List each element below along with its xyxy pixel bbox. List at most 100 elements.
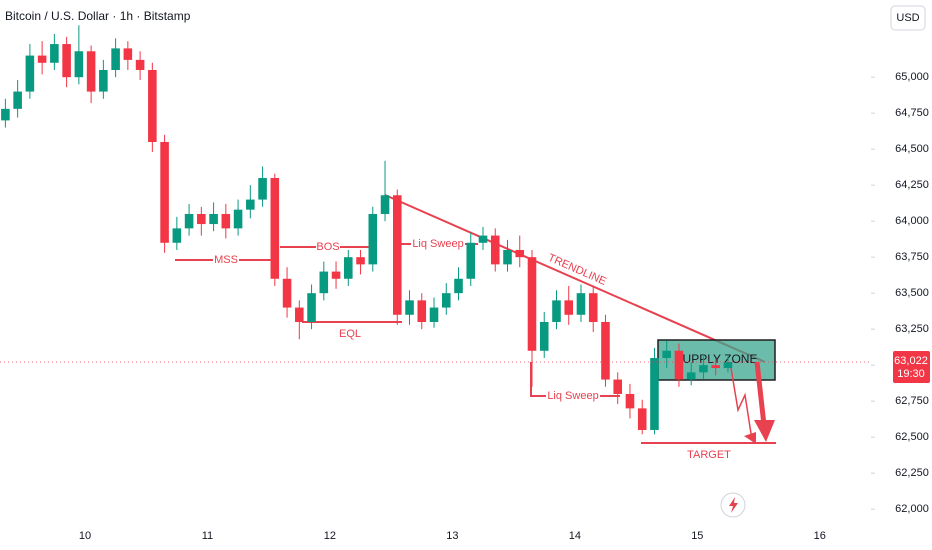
candle-body [417, 300, 427, 322]
arrow-head [754, 420, 775, 442]
candle-body [380, 195, 390, 214]
candle-body [674, 350, 684, 380]
candle-body [441, 293, 451, 308]
candle-body [490, 235, 500, 265]
candle-body [148, 69, 157, 142]
candle-body [588, 293, 598, 322]
chart-title: Bitcoin / U.S. Dollar · 1h · Bitstamp [5, 9, 191, 23]
candle-body [221, 213, 231, 229]
eql-label: EQL [339, 328, 361, 340]
liq-sweep-label: Liq Sweep [547, 390, 598, 402]
candle-body [564, 300, 574, 315]
x-tick-label: 10 [79, 530, 91, 542]
candle-body [135, 59, 145, 70]
candle-body [662, 350, 671, 358]
candle-body [454, 278, 463, 294]
candle-body [429, 307, 439, 322]
candle-body [50, 44, 59, 63]
arrow-head [744, 432, 756, 444]
y-tick-label: 63,250 [895, 323, 929, 335]
candle-body [601, 321, 610, 380]
candle-body [478, 235, 488, 243]
candle-body [711, 365, 720, 369]
x-tick-label: 16 [814, 530, 826, 542]
candle-body [160, 141, 169, 243]
y-tick-label: 64,750 [895, 107, 929, 119]
mss-label: MSS [214, 254, 238, 266]
candle-body [172, 228, 182, 243]
label-bg [546, 389, 600, 403]
candle-body [25, 55, 35, 92]
candle-body [539, 321, 549, 351]
candle-body [99, 69, 108, 92]
y-tick-label: 62,250 [895, 467, 929, 479]
candle-body [515, 249, 525, 258]
last-price-box [893, 350, 930, 383]
x-tick-label: 15 [691, 530, 703, 542]
target-label: TARGET [687, 449, 731, 461]
candle-body [527, 257, 537, 351]
candle-body [650, 357, 659, 430]
x-tick-label: 13 [446, 530, 458, 542]
candle-body [368, 213, 378, 265]
y-tick-label: 62,000 [895, 503, 929, 515]
candle-body [699, 365, 708, 373]
candle-body [1, 108, 10, 121]
candle-body [392, 195, 402, 315]
candle-body [723, 361, 733, 369]
y-tick-label: 64,000 [895, 215, 929, 227]
candle-body [184, 213, 194, 229]
candle-body [356, 257, 365, 265]
y-tick-label: 62,500 [895, 431, 929, 443]
candle-body [405, 300, 414, 315]
candle-body [613, 379, 623, 394]
candle-body [307, 293, 316, 322]
candle-body [37, 55, 47, 63]
candle-body [246, 199, 255, 210]
candle-body [123, 48, 133, 60]
big-arrow [754, 361, 767, 426]
candle-body [552, 300, 561, 322]
candle-body [344, 257, 353, 279]
liq-sweep-label: Liq Sweep [412, 238, 463, 250]
trendline [384, 194, 766, 363]
candle-body [233, 209, 243, 229]
label-bg [316, 240, 340, 254]
candles [1, 25, 733, 435]
lightning [729, 497, 738, 513]
y-tick-label: 62,750 [895, 395, 929, 407]
candle-body [331, 271, 341, 279]
candle-body [319, 271, 329, 294]
x-tick-label: 11 [202, 530, 213, 542]
bos-label: BOS [316, 241, 339, 253]
price-axis: 62,00062,25062,50062,75063,00063,25063,5… [871, 71, 929, 515]
countdown-label: 19:30 [897, 368, 925, 380]
candle-body [466, 242, 476, 279]
currency-label: USD [896, 12, 919, 24]
y-tick-label: 64,500 [895, 143, 929, 155]
y-tick-label: 65,000 [895, 71, 929, 83]
candle-body [86, 51, 96, 92]
x-tick-label: 12 [324, 530, 336, 542]
candle-body [576, 293, 586, 315]
projection-path [729, 361, 753, 441]
candle-body [258, 177, 267, 200]
label-bg [213, 253, 239, 267]
candle-body [503, 249, 512, 265]
candle-body [62, 44, 71, 78]
last-price-label: 63,022 [894, 355, 928, 367]
candle-body [295, 307, 304, 322]
candle-body [270, 177, 280, 279]
candle-body [13, 91, 22, 109]
candle-body [111, 48, 120, 70]
candle-body [282, 278, 292, 308]
currency-button[interactable] [890, 5, 926, 31]
label-bg [411, 237, 465, 251]
candle-body [74, 51, 84, 78]
candle-body [197, 213, 206, 225]
y-tick-label: 64,250 [895, 179, 929, 191]
candle-body [686, 372, 696, 380]
